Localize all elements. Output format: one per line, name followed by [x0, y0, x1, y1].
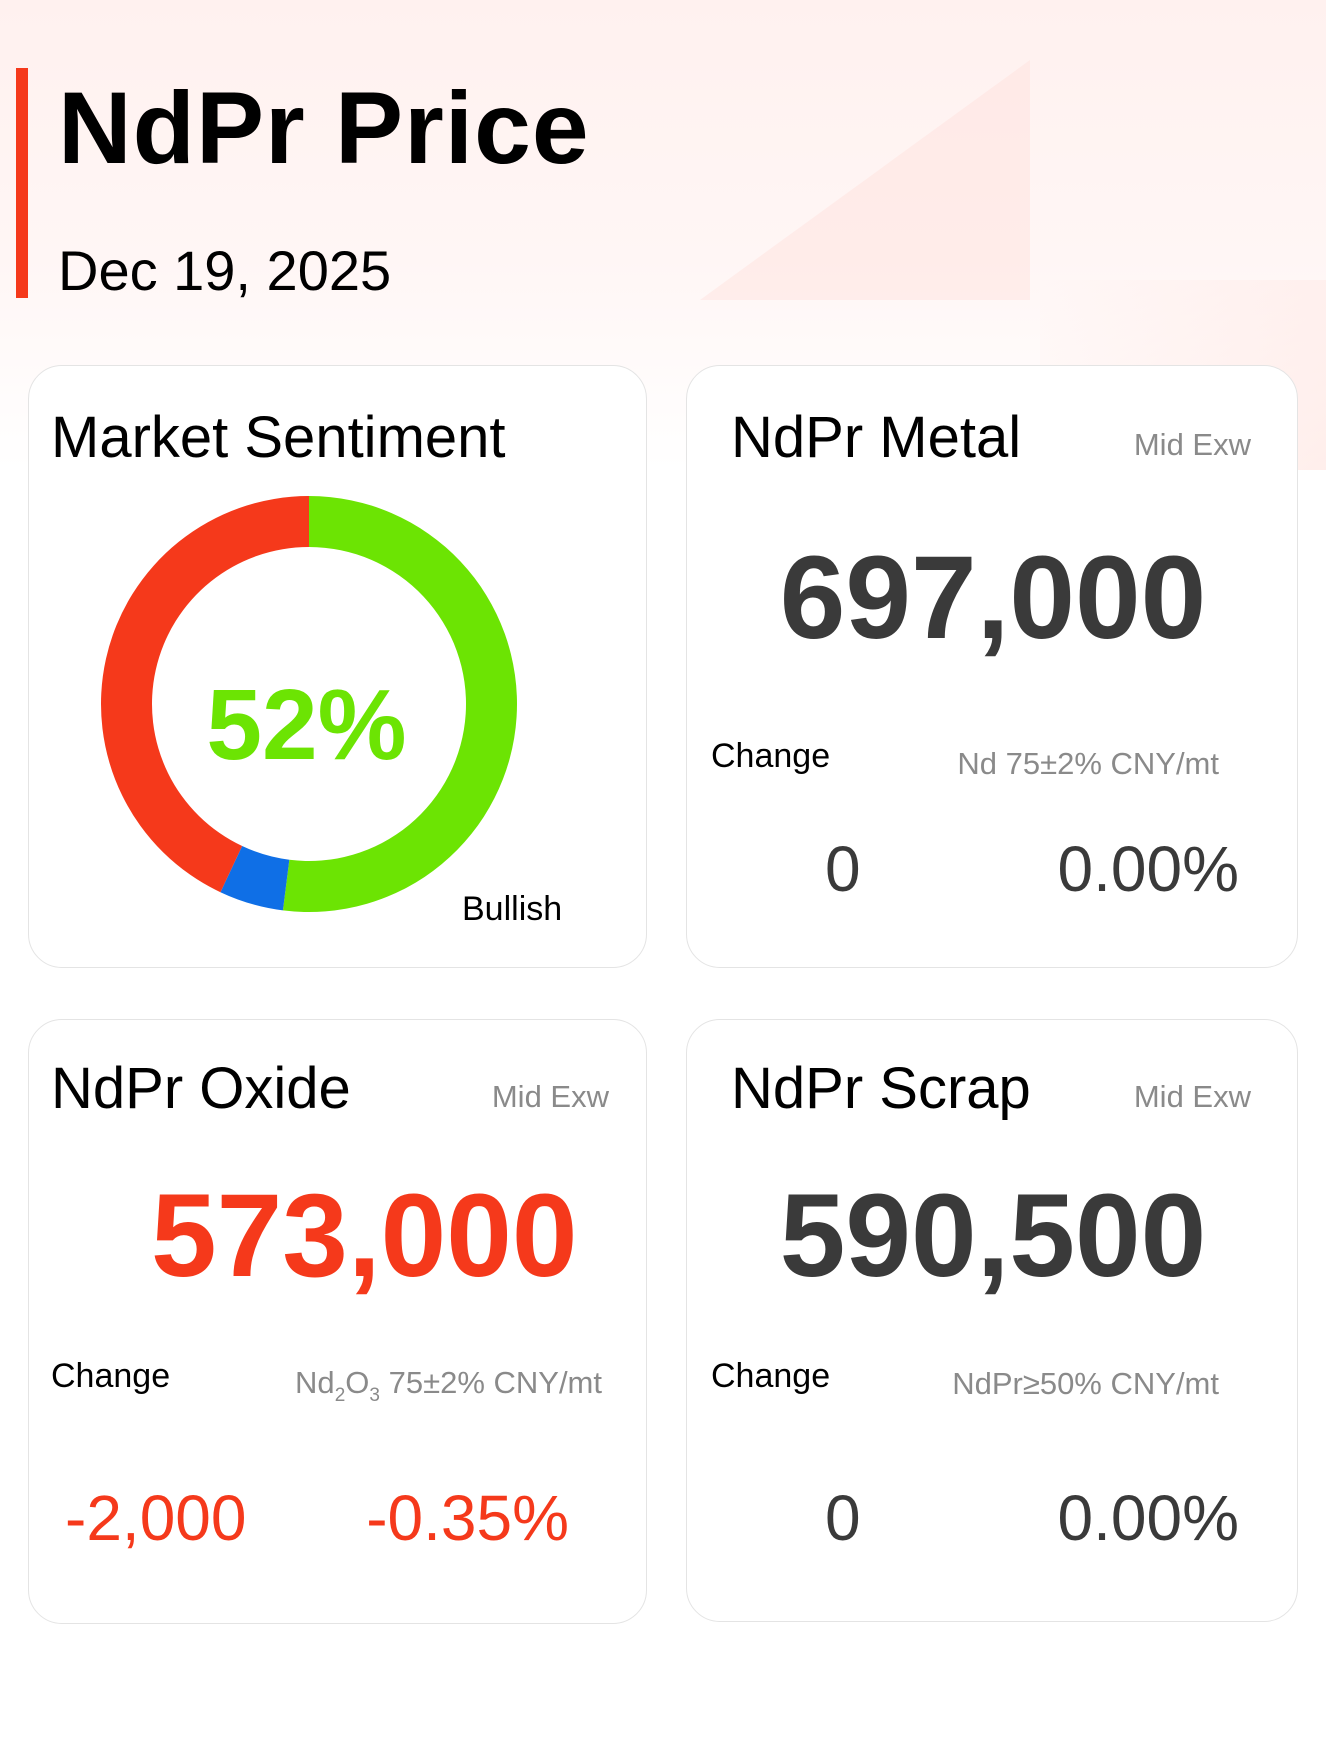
- page-date: Dec 19, 2025: [58, 239, 392, 302]
- ndpr-scrap-change-abs: 0: [825, 1482, 861, 1554]
- ndpr-metal-change-label: Change: [711, 737, 831, 775]
- ndpr-scrap-price: 590,500: [779, 1170, 1207, 1302]
- market-sentiment-card[interactable]: Market Sentiment 52% Bullish: [28, 365, 647, 968]
- ndpr-scrap-change-pct: 0.00%: [1057, 1482, 1239, 1554]
- title-accent-bar: [16, 68, 28, 298]
- sentiment-label: Bullish: [462, 890, 563, 928]
- donut-segment-neutral: [220, 846, 290, 911]
- ndpr-oxide-change-abs: -2,000: [65, 1482, 247, 1554]
- background-shape: [700, 60, 1030, 300]
- ndpr-metal-price: 697,000: [779, 532, 1207, 664]
- sentiment-percent: 52%: [206, 669, 407, 781]
- ndpr-scrap-card[interactable]: NdPr Scrap Mid Exw 590,500 Change NdPr≥5…: [686, 1019, 1298, 1622]
- ndpr-scrap-title: NdPr Scrap: [731, 1056, 1031, 1121]
- donut-segment-bearish: [101, 496, 309, 893]
- ndpr-oxide-price: 573,000: [151, 1170, 578, 1302]
- ndpr-oxide-change-label: Change: [51, 1357, 171, 1395]
- ndpr-scrap-basis: Mid Exw: [1133, 1079, 1251, 1114]
- ndpr-metal-card[interactable]: NdPr Metal Mid Exw 697,000 Change Nd 75±…: [686, 365, 1298, 968]
- ndpr-oxide-basis: Mid Exw: [491, 1079, 609, 1114]
- sentiment-donut-chart: [101, 496, 517, 912]
- donut-segment-bullish: [282, 496, 517, 912]
- ndpr-oxide-change-pct: -0.35%: [366, 1482, 569, 1554]
- ndpr-oxide-spec: Nd2O3 75±2% CNY/mt: [295, 1365, 602, 1406]
- ndpr-metal-change-pct: 0.00%: [1057, 833, 1239, 905]
- ndpr-scrap-spec: NdPr≥50% CNY/mt: [952, 1366, 1219, 1401]
- ndpr-metal-title: NdPr Metal: [731, 405, 1022, 470]
- page-title: NdPr Price: [58, 71, 590, 185]
- ndpr-metal-spec: Nd 75±2% CNY/mt: [957, 746, 1219, 781]
- ndpr-scrap-change-label: Change: [711, 1357, 831, 1395]
- ndpr-oxide-card[interactable]: NdPr Oxide Mid Exw 573,000 Change Nd2O3 …: [28, 1019, 647, 1624]
- ndpr-oxide-title: NdPr Oxide: [51, 1056, 351, 1121]
- ndpr-metal-basis: Mid Exw: [1133, 427, 1251, 462]
- market-sentiment-title: Market Sentiment: [51, 405, 506, 470]
